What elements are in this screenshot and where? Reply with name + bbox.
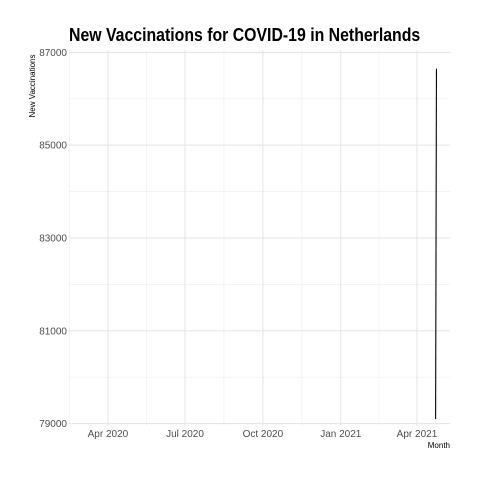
x-tick-label: Apr 2020 [88,429,129,440]
x-tick-label: Jul 2020 [166,429,204,440]
y-tick-label: 85000 [39,141,67,152]
y-tick-label: 81000 [39,326,67,337]
y-tick-label: 79000 [39,419,67,430]
series-layer [435,68,438,420]
y-tick-label: 87000 [39,48,67,59]
x-tick-label: Jan 2021 [320,429,362,440]
x-tick-label: Apr 2021 [397,429,438,440]
x-axis-title: Month [428,441,450,450]
y-tick-label: 83000 [39,234,67,245]
y-axis-title: New Vaccinations [28,55,37,118]
series-line [435,68,438,420]
x-tick-label: Oct 2020 [243,429,284,440]
chart-title: New Vaccinations for COVID-19 in Netherl… [69,25,421,45]
major-gridlines [69,50,450,426]
x-tick-labels: Apr 2020 Jul 2020 Oct 2020 Jan 2021 Apr 2021 [88,429,438,440]
y-tick-labels: 79000 81000 83000 85000 87000 [39,48,67,430]
